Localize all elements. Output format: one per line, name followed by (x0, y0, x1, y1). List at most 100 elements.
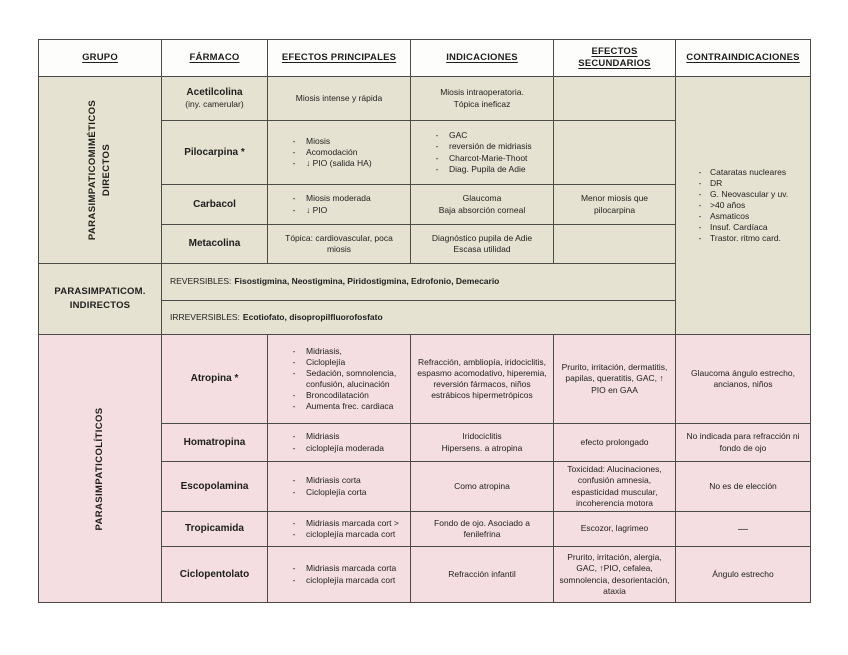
bullet-list-contraindicaciones: - Cataratas nucleares - DR - G. Neovascular y… (681, 166, 805, 245)
bullet-text: cicloplejía moderada (306, 442, 384, 453)
drug-name: Pilocarpina * (184, 146, 245, 158)
cell-tropicamida-efectos: - Midriasis marcada cort > - cicloplejía ma… (267, 511, 411, 547)
bullet-text: Broncodilatación (306, 390, 369, 401)
group-label-liticos: PARASIMPATICOLÍTICOS (94, 406, 106, 531)
cell-escopolamina-efectos: - Midriasis corta - Cicloplejía corta (267, 461, 411, 512)
row-atropina: PARASIMPATICOLÍTICOS Atropina * - Midrias… (38, 334, 811, 603)
bullet-item: - Acomodación (282, 147, 403, 158)
bullet-list-efectos: - Midriasis marcada corta - cicloplejía mar… (273, 562, 405, 586)
bullet-item: - cicloplejía marcada cort (282, 529, 403, 540)
irreversibles-label: IRREVERSIBLES: (170, 311, 240, 322)
dash-marker: - (292, 401, 296, 412)
row-escopolamina: Escopolamina - Midriasis corta - Cicloplejí… (39, 461, 811, 512)
group-label-indirectos: PARASIMPATICOM. INDIRECTOS (54, 285, 146, 311)
cell-tropicamida-nombre: Tropicamida (161, 511, 268, 547)
cell-acetilcolina-secundarios (553, 76, 676, 121)
bullet-list-efectos: - Midriasis marcada cort > - cicloplejía ma… (273, 517, 405, 541)
bullet-text: Sedación, somnolencia, confusión, alucin… (306, 367, 397, 389)
dash-marker: - (698, 233, 702, 244)
bullet-item: - >40 años (690, 200, 803, 211)
cell-ciclopentolato-secundarios: Prurito, irritación, alergia, GAC, ↑PIO,… (553, 546, 676, 603)
cell-carbacol-efectos: - Miosis moderada - ↓ PIO (267, 184, 411, 225)
irreversibles-drugs: Ecotiofato, disopropilfluorofosfato (242, 311, 383, 322)
dash-marker: - (292, 146, 296, 157)
bullet-text: reversión de midriasis (449, 141, 532, 152)
dash-marker: - (698, 166, 702, 177)
drug-name: Carbacol (193, 198, 236, 210)
dash-marker: - (698, 222, 702, 233)
dash-marker: - (292, 135, 296, 146)
row-homatropina: Homatropina - Midriasis - cicloplejía moder… (39, 423, 811, 462)
cell-homatropina-nombre: Homatropina (161, 423, 268, 462)
dash-marker: - (292, 574, 296, 585)
bullet-item: - Midriasis (282, 431, 403, 442)
bullet-item: - Midriasis corta (282, 475, 403, 486)
bullet-text: Midriasis corta (306, 475, 361, 486)
dash-marker: - (698, 177, 702, 188)
bullet-text: ↓ PIO (salida HA) (306, 158, 372, 169)
bullet-item: - Diag. Pupila de Adie (425, 164, 546, 175)
bullet-text: >40 años (710, 199, 746, 210)
bullet-item: - Cicloplejía corta (282, 487, 403, 498)
dash-marker: - (698, 199, 702, 210)
bullet-text: Miosis (306, 135, 331, 146)
bullet-text: Midriasis (306, 431, 340, 442)
dash-marker: - (435, 152, 439, 163)
dash-marker: - (292, 529, 296, 539)
dash-marker: - (292, 367, 296, 378)
reversibles-drugs: Fisostigmina, Neostigmina, Piridostigmin… (234, 276, 500, 287)
dash-marker: - (292, 356, 296, 367)
dash-marker: - (435, 141, 439, 152)
header-row: GRUPO FÁRMACO EFECTOS PRINCIPALES INDICA… (38, 39, 811, 77)
col-header-efectos-principales: EFECTOS PRINCIPALES (267, 39, 411, 77)
cell-pilocarpina-nombre: Pilocarpina * (161, 120, 268, 185)
col-header-farmaco: FÁRMACO (161, 39, 268, 77)
dash-marker: - (292, 475, 296, 486)
bullet-item: - Trastor. ritmo card. (690, 233, 803, 244)
dash-marker: - (292, 517, 296, 528)
cell-escopolamina-contraindicaciones: No es de elección (675, 461, 811, 512)
bullet-text: Midriasis marcada cort > (306, 517, 399, 528)
bullet-text: GAC (449, 130, 468, 141)
bullet-text: cicloplejía marcada cort (306, 574, 396, 585)
bullet-item: - Cataratas nucleares (690, 167, 803, 178)
bullet-text: Charcot-Marie-Thoot (449, 152, 528, 163)
dash-marker: - (435, 163, 439, 174)
bullet-item: - Miosis moderada (282, 193, 403, 204)
bullet-text: Asmaticos (710, 211, 750, 222)
cell-metacolina-indicaciones: Diagnóstico pupila de Adie Escasa utilid… (410, 224, 554, 264)
bullet-list-efectos: - Miosis moderada - ↓ PIO (273, 192, 405, 216)
bullet-item: - Asmaticos (690, 211, 803, 222)
cell-atropina-secundarios: Prurito, irritación, dermatitis, papilas… (553, 334, 676, 424)
bullet-list-efectos: - Miosis - Acomodación - ↓ PIO (salida HA) (273, 135, 405, 170)
drug-name: Homatropina (183, 436, 246, 448)
reversibles-label: REVERSIBLES: (170, 276, 232, 287)
cell-escopolamina-secundarios: Toxicidad: Alucinaciones, confusión amne… (553, 461, 676, 512)
drug-name: Atropina * (190, 373, 239, 384)
col-header-contraindicaciones: CONTRAINDICACIONES (675, 39, 811, 77)
cell-carbacol-nombre: Carbacol (161, 184, 268, 225)
cell-homatropina-contraindicaciones: No indicada para refracción ni fondo de … (675, 423, 811, 462)
dash-marker: - (292, 345, 296, 356)
bullet-item: - Sedación, somnolencia, confusión, aluci… (282, 368, 403, 390)
bullet-item: - Midriasis, (282, 346, 403, 357)
cell-homatropina-efectos: - Midriasis - cicloplejía moderada (267, 423, 411, 462)
cell-irreversibles: IRREVERSIBLES: Ecotiofato, disopropilfluo… (161, 300, 676, 335)
row-ciclopentolato: Ciclopentolato - Midriasis marcada corta -… (39, 546, 811, 603)
cell-ciclopentolato-nombre: Ciclopentolato (161, 546, 268, 603)
cell-pilocarpina-indicaciones: - GAC - reversión de midriasis - Charcot-Mari… (410, 120, 554, 185)
bullet-item: - Cicloplejía (282, 357, 403, 368)
dash-marker: - (292, 193, 296, 204)
group-cell-parasimpaticoliticos: PARASIMPATICOLÍTICOS (38, 334, 162, 603)
dash-marker: - (292, 563, 296, 574)
cell-atropina-nombre: Atropina * (161, 334, 268, 424)
bullet-item: - ↓ PIO (salida HA) (282, 158, 403, 169)
drug-name: Metacolina (188, 238, 241, 249)
pharmacology-table: GRUPO FÁRMACO EFECTOS PRINCIPALES INDICA… (38, 39, 811, 603)
cell-acetilcolina-indicaciones: Miosis intraoperatoria. Tópica ineficaz (410, 76, 554, 121)
group-cell-parasimpaticomimeticos-directos: PARASIMPATICOMIMÉTICOS DIRECTOS (38, 76, 162, 264)
row-irreversibles: IRREVERSIBLES: Ecotiofato, disopropilfluo… (39, 300, 811, 335)
dash-marker: - (292, 431, 296, 442)
cell-metacolina-secundarios (553, 224, 676, 264)
cell-tropicamida-secundarios: Escozor, lagrimeo (553, 511, 676, 547)
